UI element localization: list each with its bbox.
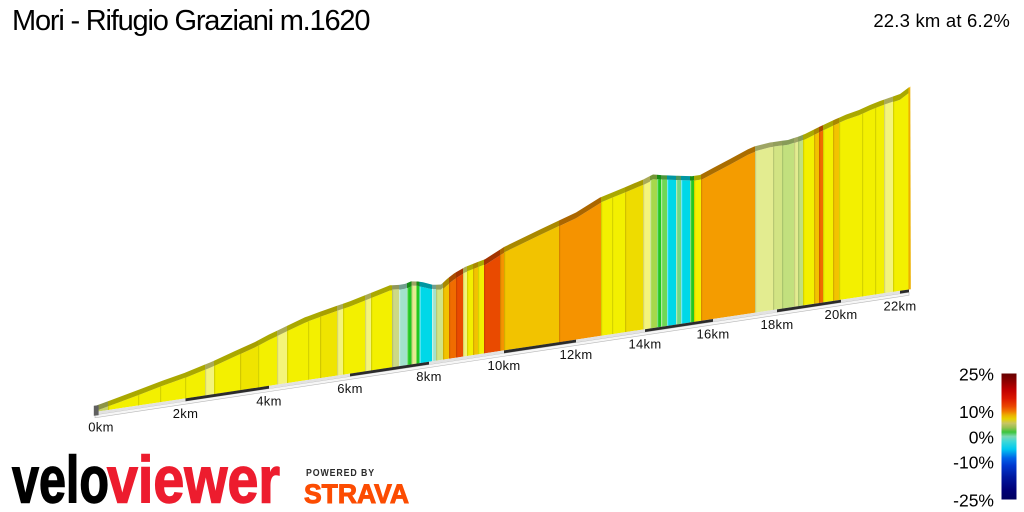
svg-text:0km: 0km [88, 420, 113, 435]
svg-text:20km: 20km [825, 307, 858, 322]
svg-text:10%: 10% [959, 402, 994, 422]
svg-text:16km: 16km [697, 327, 730, 342]
svg-text:POWERED BY: POWERED BY [306, 468, 375, 479]
svg-text:velo: velo [12, 443, 109, 512]
svg-text:12km: 12km [560, 347, 593, 362]
svg-text:10km: 10km [488, 358, 521, 373]
svg-text:18km: 18km [761, 317, 794, 332]
svg-text:STRAVA: STRAVA [304, 479, 409, 509]
svg-text:6km: 6km [337, 381, 362, 396]
svg-text:2km: 2km [173, 406, 198, 421]
svg-text:4km: 4km [256, 393, 281, 408]
svg-text:viewer: viewer [107, 443, 280, 512]
svg-text:8km: 8km [416, 369, 441, 384]
svg-text:-25%: -25% [953, 490, 994, 510]
svg-text:22km: 22km [884, 298, 917, 313]
svg-text:14km: 14km [629, 337, 662, 352]
svg-text:0%: 0% [969, 427, 994, 447]
svg-text:25%: 25% [959, 364, 994, 384]
svg-text:-10%: -10% [953, 453, 994, 473]
